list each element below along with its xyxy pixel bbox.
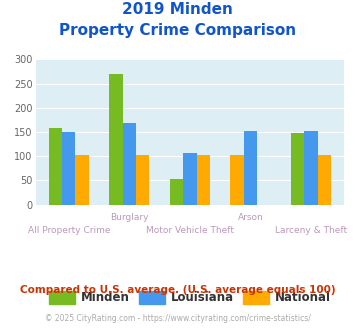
Bar (109, 74, 123, 205)
Bar (76, 155, 89, 205)
Bar (291, 133, 304, 205)
Text: Arson: Arson (237, 213, 263, 222)
Bar (123, 123, 136, 205)
Bar (304, 131, 318, 205)
Text: Property Crime Comparison: Property Crime Comparison (59, 23, 296, 38)
Text: Motor Vehicle Theft: Motor Vehicle Theft (146, 226, 234, 235)
Bar (183, 153, 197, 205)
Bar (197, 155, 210, 205)
Legend: Minden, Louisiana, National: Minden, Louisiana, National (44, 286, 336, 309)
Bar (318, 155, 331, 205)
Text: Larceny & Theft: Larceny & Theft (275, 226, 347, 235)
Text: All Property Crime: All Property Crime (28, 226, 110, 235)
Bar (230, 155, 244, 205)
Bar (62, 132, 76, 205)
Bar (244, 131, 257, 205)
Text: Compared to U.S. average. (U.S. average equals 100): Compared to U.S. average. (U.S. average … (20, 285, 335, 295)
Text: 2019 Minden: 2019 Minden (122, 2, 233, 16)
Text: Burglary: Burglary (110, 213, 149, 222)
Text: © 2025 CityRating.com - https://www.cityrating.com/crime-statistics/: © 2025 CityRating.com - https://www.city… (45, 314, 310, 323)
Bar (136, 155, 149, 205)
Bar (170, 179, 183, 205)
Bar (49, 128, 62, 205)
